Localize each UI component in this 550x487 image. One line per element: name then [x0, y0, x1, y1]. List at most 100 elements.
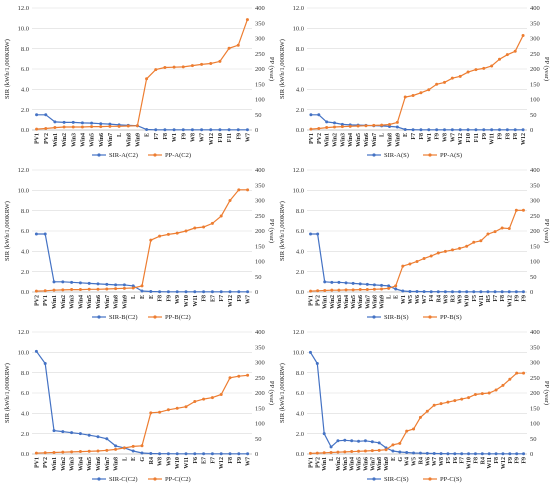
chart-panel-c-c2: 0.0 2.0 4.0 6.0 8.0 10.0 12.0 0 50 100 150 200 250 30… [0, 324, 275, 486]
x-tick-label: F4 [429, 295, 435, 302]
y2-tick-label: 200 [530, 66, 540, 73]
x-tick-label: Win2 [62, 133, 68, 147]
x-tick-label: F8 [202, 295, 208, 302]
pp-data-point [210, 221, 214, 225]
sir-data-point [436, 290, 440, 294]
pp-data-point [479, 239, 483, 243]
x-tick-label: F8 [494, 457, 500, 464]
pp-data-point [515, 371, 519, 375]
sir-data-point [308, 350, 312, 354]
y-axis-title: SIR (kWh/1,000KRW) [279, 39, 286, 99]
x-tick-label: F9 [508, 457, 514, 464]
pp-data-point [105, 448, 109, 452]
sir-data-point [405, 450, 409, 454]
pp-data-point [356, 124, 360, 128]
y2-tick-label: 400 [255, 5, 265, 12]
x-tick-label: F9 [166, 295, 172, 302]
pp-data-point [315, 451, 319, 455]
y-axis-title: SIR (kWh/1,000KRW) [4, 201, 11, 261]
x-tick-label: Win7 [370, 457, 376, 471]
pp-data-point [210, 396, 214, 400]
x-tick-label: R4 [436, 295, 442, 302]
y-tick-label: 12.0 [18, 167, 29, 174]
x-tick-label: F9 [521, 295, 527, 302]
sir-data-point [87, 281, 91, 285]
pp-data-point [228, 376, 232, 380]
y2-tick-label: 150 [530, 81, 540, 88]
x-tick-label: Win7 [372, 133, 378, 147]
y2-tick-label: 300 [530, 198, 540, 205]
sir-data-point [473, 452, 477, 456]
sir-data-point [343, 438, 347, 442]
chart-svg: 0.0 2.0 4.0 6.0 8.0 10.0 12.0 0 50 100 150 200 250 30… [4, 5, 275, 159]
x-tick-label: F6 [453, 457, 459, 464]
y2-tick-label: 250 [530, 51, 540, 58]
x-tick-label: PV1 [309, 133, 315, 144]
sir-data-point [316, 232, 320, 236]
y2-tick-label: 350 [530, 182, 540, 189]
pp-data-point [237, 374, 241, 378]
x-tick-label: F9 [181, 133, 187, 140]
chart-svg: 0.0 2.0 4.0 6.0 8.0 10.0 12.0 0 50 100 150 200 250 30… [4, 329, 275, 483]
pp-data-point [498, 57, 501, 61]
y-tick-label: 12.0 [18, 329, 29, 336]
sir-data-point [43, 362, 47, 366]
legend-swatch-marker [372, 477, 376, 481]
sir-data-point [363, 439, 367, 443]
x-tick-label: W12 [219, 457, 225, 469]
pp-data-point [43, 451, 47, 455]
sir-data-point [458, 128, 462, 132]
pp-data-point [219, 214, 223, 218]
x-tick-label: Win1 [325, 133, 331, 147]
sir-data-point [175, 290, 179, 294]
pp-data-point [521, 33, 525, 37]
x-tick-label: W8 [443, 133, 449, 142]
x-tick-label: Win3 [343, 457, 349, 471]
y2-axis-title: PP (year) [543, 381, 550, 405]
pp-data-point [336, 450, 340, 454]
chart-svg: 0.0 2.0 4.0 6.0 8.0 10.0 12.0 0 50 100 150 200 250 30… [4, 167, 275, 321]
sir-data-point [236, 128, 240, 132]
pp-data-point [219, 393, 223, 397]
pp-data-point [322, 451, 326, 455]
pp-series-line [310, 209, 524, 292]
y-tick-label: 10.0 [18, 26, 29, 33]
sir-data-point [44, 113, 48, 117]
x-tick-label: F9 [237, 295, 243, 302]
sir-data-point [105, 282, 109, 286]
x-tick-label: Win7 [365, 295, 371, 309]
x-tick-label: F9 [435, 133, 441, 140]
x-tick-label: Win6 [358, 295, 364, 309]
x-tick-label: W7 [246, 457, 252, 466]
sir-data-point [227, 128, 231, 132]
x-tick-label: R5 [486, 295, 492, 302]
y2-tick-label: 400 [530, 167, 540, 174]
pp-data-point [343, 450, 347, 454]
y2-tick-label: 150 [530, 243, 540, 250]
x-tick-label: E [391, 457, 397, 461]
x-tick-label: Win8 [114, 457, 120, 471]
x-tick-label: W9 [166, 457, 172, 466]
pp-data-point [391, 443, 395, 447]
y-tick-label: 10.0 [293, 26, 304, 33]
x-tick-label: W7 [422, 295, 428, 304]
x-tick-label: L [117, 133, 123, 137]
sir-data-point [62, 120, 66, 124]
sir-data-point [158, 452, 162, 456]
y-axis-title: SIR (kWh/1,000KRW) [4, 39, 11, 99]
sir-data-point [309, 232, 313, 236]
y2-axis-title: PP (year) [268, 381, 275, 405]
x-tick-label: W1 [172, 133, 178, 142]
sir-data-point [490, 128, 494, 132]
x-tick-label: L [122, 457, 128, 461]
pp-data-point [149, 411, 153, 415]
sir-data-point [330, 280, 334, 284]
y-tick-label: 2.0 [21, 431, 29, 438]
pp-data-point [422, 256, 426, 260]
x-tick-label: W12 [458, 133, 464, 145]
pp-data-point [365, 288, 369, 292]
pp-data-point [370, 449, 374, 453]
pp-data-point [90, 125, 94, 129]
sir-data-point [325, 120, 329, 124]
chart-svg: 0.0 2.0 4.0 6.0 8.0 10.0 12.0 0 50 100 150 200 250 30… [279, 167, 550, 321]
